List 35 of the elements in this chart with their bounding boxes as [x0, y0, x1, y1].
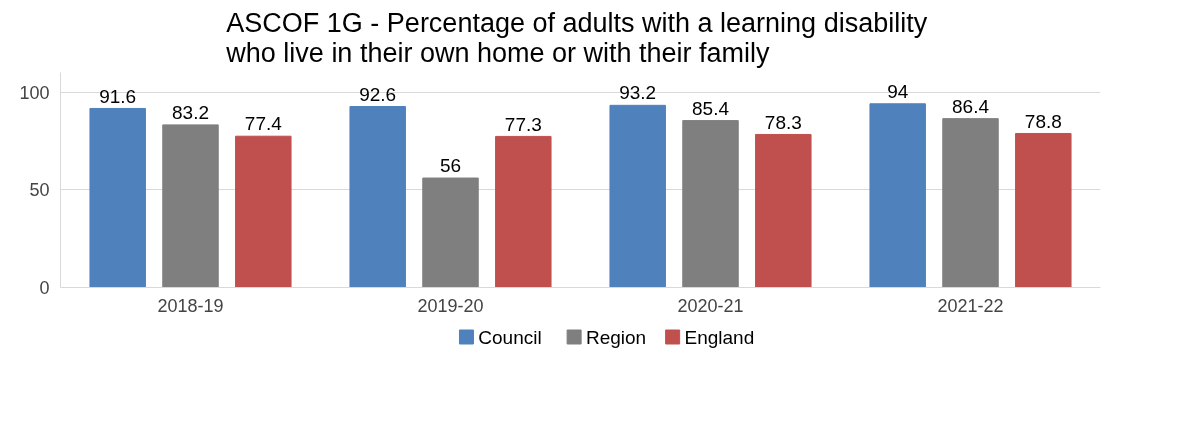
y-tick-label: 0	[39, 278, 50, 298]
x-tick-label: 2018-19	[157, 295, 224, 316]
data-label: 92.6	[359, 83, 397, 105]
bar	[89, 107, 146, 288]
data-label: 85.4	[692, 97, 730, 119]
data-label: 86.4	[952, 95, 990, 117]
data-label: 94	[887, 80, 909, 102]
bar	[609, 104, 666, 288]
x-tick-label: 2020-21	[677, 295, 744, 316]
data-label: 83.2	[172, 102, 209, 124]
y-tick-label: 100	[19, 82, 50, 103]
bar	[495, 135, 552, 288]
y-tick-label: 50	[29, 180, 50, 201]
bar	[349, 106, 406, 288]
data-label: 78.8	[1024, 110, 1062, 132]
data-label: 91.6	[99, 85, 137, 107]
bar	[682, 120, 739, 288]
x-tick-label: 2021-22	[937, 295, 1004, 316]
bar	[1015, 132, 1072, 288]
legend-label: Council	[478, 326, 542, 348]
bar	[755, 133, 812, 288]
data-label: 77.4	[244, 113, 283, 135]
bar	[942, 118, 999, 288]
bar	[869, 103, 926, 288]
bar	[162, 124, 219, 288]
x-tick-label: 2019-20	[417, 295, 484, 316]
bar	[235, 135, 292, 288]
data-label: 77.3	[504, 113, 542, 135]
data-label: 93.2	[619, 82, 657, 104]
legend-label: England	[684, 326, 755, 348]
data-label: 56	[439, 155, 462, 177]
chart-title: ASCOF 1G - Percentage of adults with a learning disability who live in their own home or with their family	[225, 7, 928, 68]
legend-label: Region	[585, 326, 647, 348]
data-label: 78.3	[764, 111, 802, 133]
bar	[422, 177, 479, 288]
